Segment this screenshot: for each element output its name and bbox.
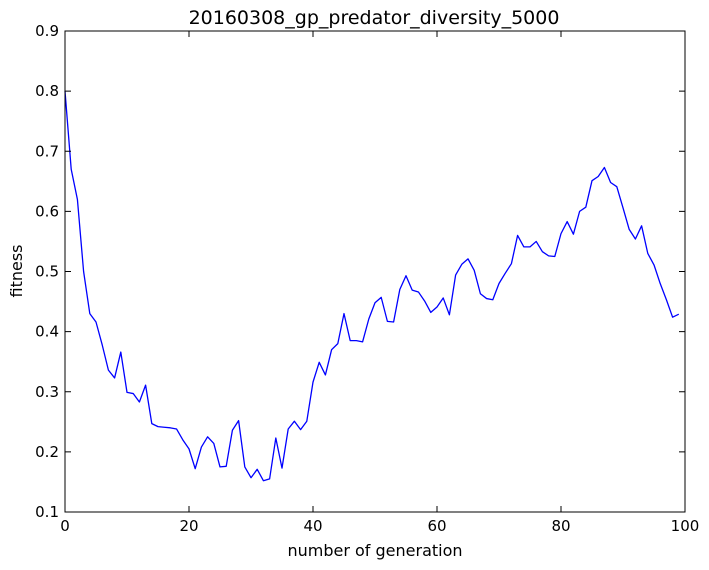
y-axis: 0.1 0.2 0.3 0.4 0.5 0.6 0.7 0.8 0.9 <box>35 22 685 521</box>
y-tick-label: 0.7 <box>35 142 59 160</box>
y-tick-label: 0.4 <box>35 323 59 341</box>
plot-frame <box>64 30 686 513</box>
series-line-1 <box>64 91 680 482</box>
y-tick-label: 0.1 <box>35 503 59 521</box>
y-tick-label: 0.3 <box>35 383 59 401</box>
chart-title: 20160308_gp_predator_diversity_5000 <box>189 7 560 29</box>
x-tick-label: 40 <box>303 517 322 535</box>
x-tick-label: 60 <box>427 517 446 535</box>
x-tick-label: 100 <box>671 517 700 535</box>
y-tick-label: 0.2 <box>35 443 59 461</box>
y-axis-label: fitness <box>7 244 26 297</box>
x-tick-label: 80 <box>551 517 570 535</box>
plot-area <box>64 91 680 482</box>
x-tick-label: 20 <box>179 517 198 535</box>
x-axis: 0 20 40 60 80 100 <box>60 31 699 535</box>
y-tick-label: 0.8 <box>35 82 59 100</box>
x-tick-label: 0 <box>60 517 70 535</box>
y-tick-label: 0.6 <box>35 202 59 220</box>
y-tick-label: 0.5 <box>35 263 59 281</box>
x-axis-label: number of generation <box>287 541 462 560</box>
y-tick-label: 0.9 <box>35 22 59 40</box>
